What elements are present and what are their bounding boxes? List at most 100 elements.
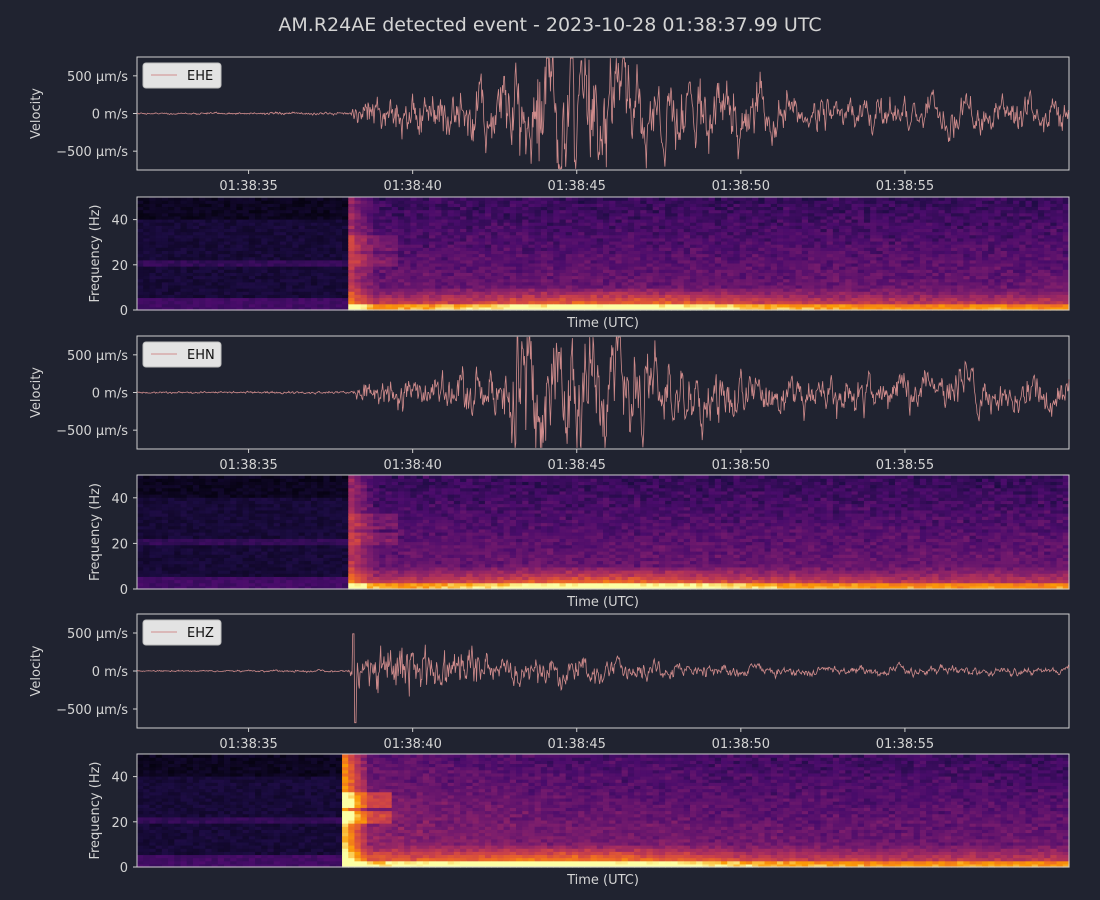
spectrogram-cell	[192, 306, 200, 311]
spectrogram-cell	[963, 244, 971, 248]
spectrogram-cell	[714, 306, 722, 311]
spectrogram-cell	[298, 212, 306, 217]
spectrogram-cell	[776, 288, 784, 292]
spectrogram-cell	[292, 209, 300, 214]
spectrogram-cell	[267, 225, 275, 229]
spectrogram-cell	[721, 297, 728, 302]
spectrogram-cell	[242, 234, 250, 239]
spectrogram-cell	[192, 209, 200, 214]
spectrogram-cell	[932, 231, 940, 236]
spectrogram-cell	[547, 215, 554, 220]
spectrogram-cell	[652, 218, 660, 223]
spectrogram-cell	[379, 218, 387, 223]
spectrogram-cell	[776, 222, 784, 226]
spectrogram-cell	[975, 284, 983, 289]
spectrogram-cell	[733, 225, 741, 229]
spectrogram-cell	[801, 218, 809, 223]
spectrogram-cell	[721, 288, 728, 292]
spectrogram-cell	[472, 275, 480, 280]
spectrogram-cell	[863, 300, 871, 305]
spectrogram-cell	[292, 269, 300, 273]
spectrogram-cell	[696, 259, 704, 264]
spectrogram-cell	[764, 269, 772, 273]
spectrogram-cell	[901, 215, 909, 220]
spectrogram-cell	[870, 294, 877, 299]
spectrogram-cell	[217, 259, 225, 264]
spectrogram-cell	[211, 197, 219, 201]
spectrogram-cell	[745, 284, 753, 289]
spectrogram-cell	[373, 294, 380, 299]
spectrogram-cell	[174, 269, 182, 273]
spectrogram-cell	[895, 234, 902, 239]
spectrogram-cell	[596, 247, 604, 251]
spectrogram-cell	[764, 281, 772, 286]
spectrogram-cell	[540, 250, 548, 255]
spectrogram-cell	[888, 291, 896, 295]
spectrogram-cell	[223, 237, 231, 242]
spectrogram-cell	[857, 262, 865, 267]
spectrogram-cell	[646, 218, 654, 223]
spectrogram-cell	[559, 284, 567, 289]
spectrogram-cell	[851, 288, 859, 292]
spectrogram-cell	[565, 215, 573, 220]
spectrogram-cell	[882, 269, 890, 273]
spectrogram-cell	[559, 247, 567, 251]
spectrogram-cell	[391, 200, 399, 204]
spectrogram-cell	[516, 215, 523, 220]
spectrogram-cell	[354, 231, 362, 236]
spectrogram-cell	[957, 303, 964, 308]
spectrogram-cell	[950, 306, 958, 311]
spectrogram-cell	[491, 215, 498, 220]
spectrogram-cell	[180, 225, 188, 229]
spectrogram-cell	[242, 288, 250, 292]
spectrogram-cell	[646, 234, 654, 239]
spectrogram-cell	[255, 222, 262, 226]
spectrogram-cell	[223, 297, 231, 302]
spectrogram-cell	[571, 228, 579, 233]
spectrogram-cell	[217, 291, 225, 295]
spectrogram-cell	[397, 231, 405, 236]
spectrogram-cell	[609, 288, 617, 292]
spectrogram-cell	[373, 212, 380, 217]
spectrogram-cell	[745, 222, 753, 226]
spectrogram-cell	[528, 288, 536, 292]
spectrogram-cell	[702, 200, 710, 204]
spectrogram-cell	[342, 222, 349, 226]
spectrogram-cell	[907, 234, 915, 239]
spectrogram-cell	[994, 300, 1002, 305]
spectrogram-cell	[578, 228, 585, 233]
spectrogram-cell	[677, 269, 685, 273]
spectrogram-cell	[895, 262, 902, 267]
spectrogram-cell	[689, 209, 697, 214]
spectrogram-cell	[770, 240, 778, 245]
spectrogram-cell	[683, 303, 691, 308]
spectrogram-cell	[155, 218, 163, 223]
spectrogram-cell	[926, 297, 933, 302]
spectrogram-cell	[180, 203, 188, 208]
spectrogram-cell	[944, 294, 952, 299]
spectrogram-cell	[547, 294, 554, 299]
spectrogram-cell	[453, 228, 461, 233]
spectrogram-cell	[460, 244, 467, 248]
spectrogram-cell	[534, 206, 542, 211]
spectrogram-cell	[851, 197, 859, 201]
spectrogram-cell	[919, 218, 927, 223]
spectrogram-cell	[957, 275, 964, 280]
spectrogram-cell	[982, 244, 989, 248]
spectrogram-cell	[590, 231, 598, 236]
spectrogram-cell	[180, 253, 188, 258]
spectrogram-cell	[348, 206, 356, 211]
spectrogram-cell	[329, 197, 337, 201]
spectrogram-cell	[876, 291, 884, 295]
spectrogram-cell	[236, 228, 244, 233]
spectrogram-cell	[683, 209, 691, 214]
spectrogram-cell	[857, 244, 865, 248]
spectrogram-cell	[975, 206, 983, 211]
spectrogram-cell	[683, 240, 691, 245]
spectrogram-cell	[503, 306, 511, 311]
spectrogram-cell	[273, 281, 281, 286]
spectrogram-cell	[317, 244, 324, 248]
spectrogram-cell	[826, 275, 834, 280]
spectrogram-cell	[310, 269, 318, 273]
spectrogram-cell	[913, 215, 921, 220]
